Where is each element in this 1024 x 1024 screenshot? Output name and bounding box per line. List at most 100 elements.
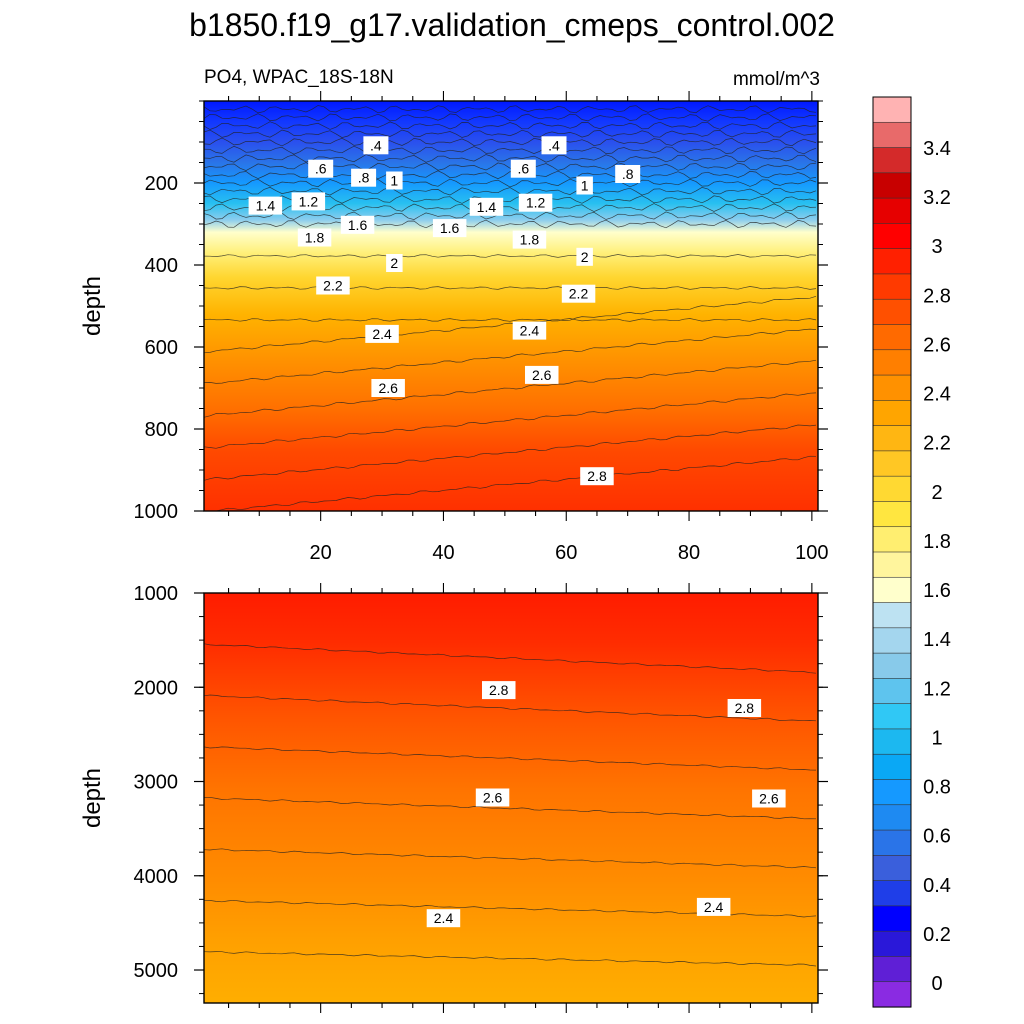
contour-label: 2.2 <box>316 276 350 295</box>
contour-line <box>203 186 817 196</box>
contour-label-box <box>482 681 516 700</box>
colorbar-label: 0.8 <box>923 777 951 799</box>
contour-line <box>203 746 817 771</box>
contour-line <box>203 295 817 354</box>
contour-label: .6 <box>510 159 536 178</box>
contour-label-text: 1.6 <box>348 217 368 233</box>
contour-label-text: 2 <box>581 249 589 265</box>
contour-label: 2.8 <box>727 699 762 717</box>
colorbar-swatch <box>872 753 912 781</box>
contour-label-text: 2.6 <box>378 380 398 396</box>
contour-label: 1.2 <box>518 193 553 212</box>
contour-label-text: 2.4 <box>520 323 540 339</box>
contour-label: 2.8 <box>580 467 614 486</box>
colorbar-label: 1.4 <box>923 629 951 651</box>
contour-line <box>203 162 817 171</box>
contour-label: 2.6 <box>475 788 510 807</box>
colorbar-label: 0.2 <box>923 924 951 946</box>
upper-contour-lines <box>203 105 817 512</box>
colorbar-swatch <box>872 501 912 528</box>
contour-line <box>203 211 817 221</box>
contour-label: 1.6 <box>432 219 467 238</box>
lower-panel: 2.82.82.6 2.62.42.4 10002000300040005000 … <box>79 583 828 1013</box>
contour-line <box>203 643 817 674</box>
contour-label-text: 1.6 <box>440 220 460 236</box>
x-tick-label: 40 <box>432 542 454 564</box>
colorbar-label: 3.4 <box>923 138 951 160</box>
colorbar-swatch <box>872 627 912 654</box>
contour-label-text: 2.2 <box>569 286 589 302</box>
y-tick-label: 1000 <box>134 583 179 605</box>
contour-label-box <box>371 379 405 397</box>
y-tick-label: 400 <box>145 255 178 277</box>
contour-line <box>203 113 817 122</box>
contour-label: 1.2 <box>291 192 326 211</box>
contour-label-box <box>469 197 504 216</box>
contour-label-text: 1.2 <box>526 195 546 211</box>
colorbar-swatch <box>872 728 912 755</box>
colorbar-swatch <box>872 96 912 123</box>
contour-line <box>203 286 817 290</box>
contour-line <box>203 129 817 138</box>
contour-label-box <box>576 176 593 195</box>
contour-label: 1.6 <box>340 215 375 234</box>
lower-frame <box>203 592 819 1004</box>
colorbar-label: 1.8 <box>923 531 951 553</box>
contour-line <box>203 105 817 114</box>
upper-ylabel: depth <box>79 276 106 336</box>
contour-line <box>203 328 817 384</box>
colorbar-label: 0 <box>931 973 942 995</box>
contour-label-text: 1 <box>390 173 398 189</box>
colorbar-swatch <box>872 121 912 149</box>
contour-label-box <box>615 165 641 183</box>
upper-axis-ticks: 200 400 600 800 1000 20 40 60 80 100 <box>134 91 829 564</box>
colorbar-swatch <box>872 324 912 351</box>
contour-label-text: .8 <box>622 166 634 182</box>
lower-contour-lines <box>203 643 817 967</box>
colorbar-swatch <box>872 602 912 629</box>
lower-contour-labels: 2.8 2.8 2.6 2.6 2.4 2.4 <box>426 681 786 928</box>
contour-label-box <box>752 789 786 808</box>
contour-label-box <box>426 909 461 928</box>
x-tick-label: 20 <box>310 542 332 564</box>
contour-label: 2.6 <box>752 789 786 808</box>
contour-line <box>204 455 817 512</box>
contour-label-box <box>351 168 377 187</box>
contour-line <box>203 848 817 869</box>
contour-label-box <box>512 230 547 249</box>
contour-label: 2.4 <box>365 324 399 343</box>
contour-label-text: 1.8 <box>305 230 325 246</box>
contour-line <box>203 424 817 481</box>
panel-left-label: PO4, WPAC_18S-18N <box>204 67 394 88</box>
colorbar-swatch <box>872 172 912 199</box>
contour-label: 2.6 <box>371 379 405 397</box>
contour-label: 2.6 <box>525 365 559 384</box>
colorbar-swatch <box>872 956 912 983</box>
contour-label-text: 2.8 <box>489 682 509 698</box>
contour-label-box <box>512 321 547 340</box>
colorbar-swatch <box>872 779 912 806</box>
colorbar-swatch <box>872 450 912 477</box>
colorbar-swatch <box>872 829 912 856</box>
colorbar-label: 1.6 <box>923 580 951 602</box>
contour-label-box <box>365 324 399 343</box>
contour-line <box>203 178 817 188</box>
contour-label: 2.4 <box>696 897 731 916</box>
contour-label-box <box>363 136 389 155</box>
contour-label: 2 <box>386 254 403 272</box>
colorbar-label: 2 <box>931 482 942 504</box>
colorbar-swatch <box>872 678 912 705</box>
colorbar-swatch <box>872 298 912 326</box>
contour-line <box>203 318 817 322</box>
contour-label-text: 2.4 <box>372 326 392 342</box>
colorbar-swatch <box>872 475 912 503</box>
lower-axis-ticks: 1000 2000 3000 4000 5000 <box>134 583 828 1013</box>
contour-label-text: 1.4 <box>256 198 276 214</box>
contour-label: 2 <box>576 247 593 266</box>
colorbar-label: 2.8 <box>923 285 951 307</box>
colorbar-swatch <box>872 147 912 174</box>
contour-line <box>203 154 817 163</box>
contour-label: 1 <box>386 171 403 190</box>
x-tick-label: 80 <box>678 542 700 564</box>
contour-label: 1.4 <box>469 197 504 216</box>
